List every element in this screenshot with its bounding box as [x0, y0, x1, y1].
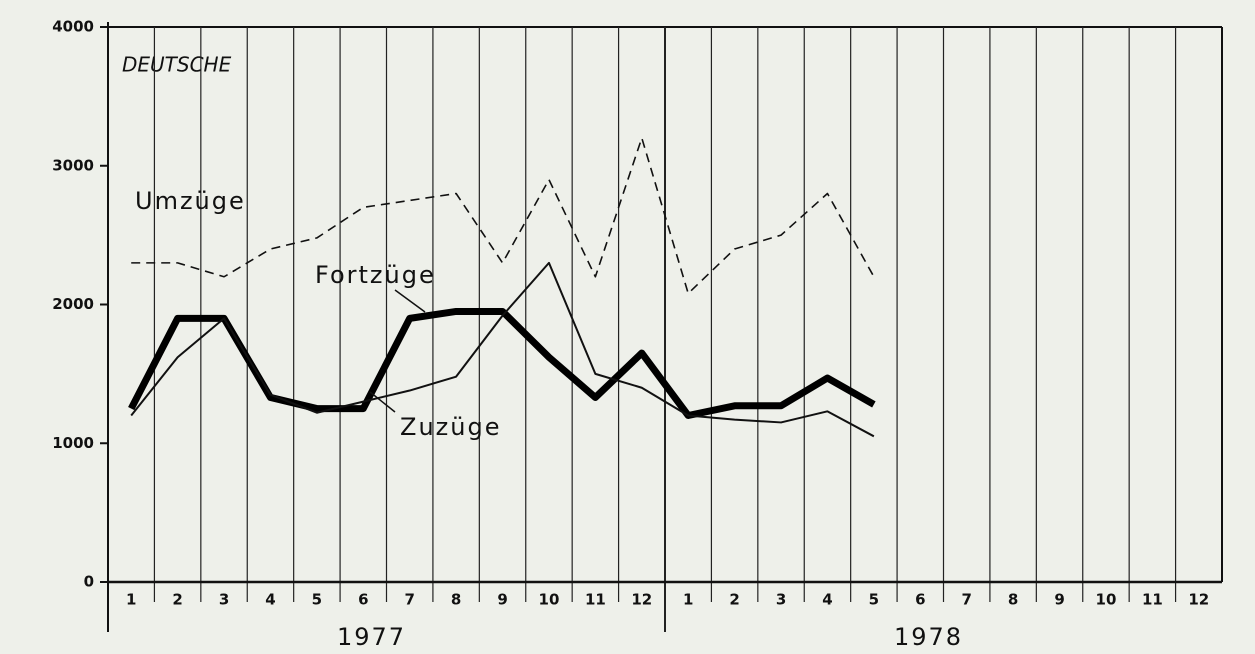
x-tick-label: 4: [265, 591, 275, 609]
x-tick-label: 10: [1096, 591, 1117, 609]
x-tick-label: 8: [451, 591, 461, 609]
line-series: [131, 137, 875, 295]
line-series: [130, 261, 875, 438]
y-tick-label: 3000: [52, 156, 94, 174]
x-tick-label: 2: [729, 591, 739, 609]
y-tick-label: 1000: [52, 434, 94, 452]
y-tick-label: 2000: [52, 295, 94, 313]
x-tick-label: 12: [1188, 591, 1209, 609]
y-tick-label: 4000: [52, 18, 94, 36]
series-label: Umzüge: [135, 187, 246, 215]
x-tick-label: 3: [776, 591, 786, 609]
x-tick-label: 2: [172, 591, 182, 609]
series-label: Fortzüge: [315, 261, 436, 289]
x-tick-label: 8: [1008, 591, 1018, 609]
x-tick-label: 5: [869, 591, 879, 609]
x-tick-label: 9: [497, 591, 507, 609]
y-tick-label: 0: [84, 573, 94, 591]
x-tick-label: 10: [539, 591, 560, 609]
x-tick-label: 6: [358, 591, 368, 609]
x-tick-label: 7: [961, 591, 971, 609]
x-tick-label: 9: [1054, 591, 1064, 609]
x-tick-label: 12: [631, 591, 652, 609]
x-tick-label: 1: [683, 591, 693, 609]
series-label: Zuzüge: [400, 413, 501, 441]
year-label: 1977: [337, 623, 406, 651]
x-tick-label: 11: [585, 591, 606, 609]
x-tick-label: 1: [126, 591, 136, 609]
annotation: DEUTSCHE: [122, 53, 232, 77]
x-tick-label: 6: [915, 591, 925, 609]
x-tick-label: 5: [312, 591, 322, 609]
label-leader: [369, 391, 396, 413]
x-tick-label: 3: [219, 591, 229, 609]
x-tick-label: 4: [822, 591, 832, 609]
x-tick-label: 7: [404, 591, 414, 609]
x-tick-label: 11: [1142, 591, 1163, 609]
year-label: 1978: [894, 623, 963, 651]
label-leader: [394, 289, 426, 313]
